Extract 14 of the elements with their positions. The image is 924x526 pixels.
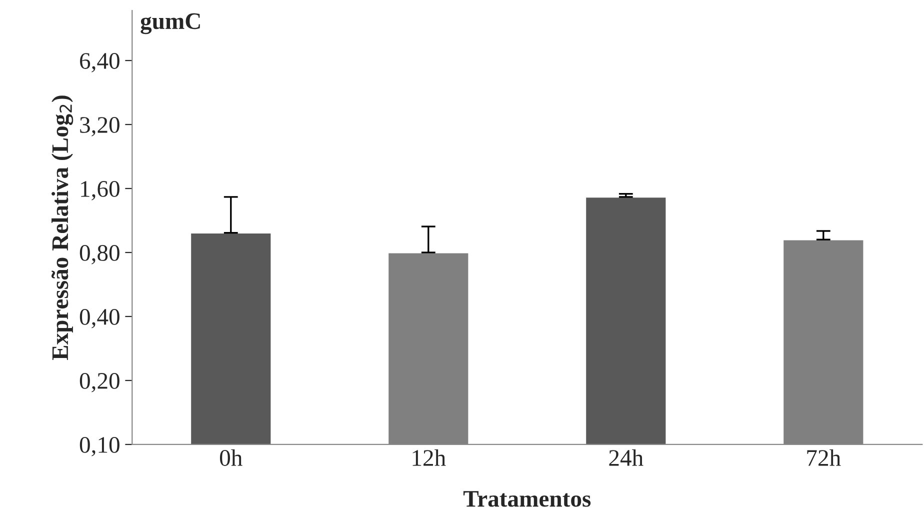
chart-title: gumC xyxy=(140,13,200,34)
y-tick-label: 0,80 xyxy=(80,244,120,264)
x-tick-label: 0h xyxy=(220,449,242,466)
y-tick-label: 3,20 xyxy=(80,117,120,136)
y-axis-title: Expressão Relativa (Log$_{2}$) xyxy=(51,96,74,360)
x-tick-label: 24h xyxy=(609,449,644,466)
x-tick-label: 12h xyxy=(412,449,446,466)
y-tick-label: 0,10 xyxy=(80,436,120,456)
y-tick-label: 1,60 xyxy=(81,180,120,200)
y-tick-label: 6,40 xyxy=(80,53,120,72)
x-axis-title: Tratamentos xyxy=(463,491,591,507)
y-tick-label: 0,40 xyxy=(80,308,120,328)
y-tick-label: 0,20 xyxy=(80,372,120,392)
x-tick-label: 72h xyxy=(807,449,841,466)
